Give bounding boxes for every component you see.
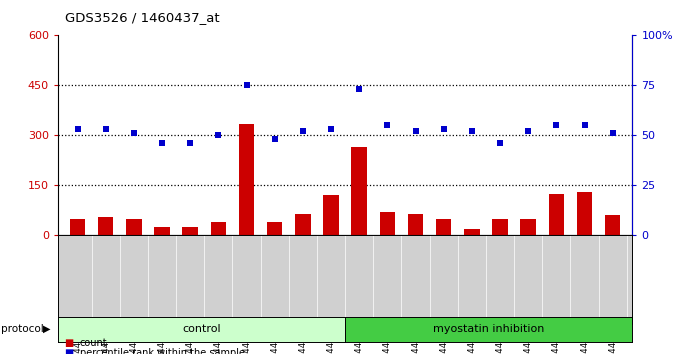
Point <box>72 127 83 132</box>
Point <box>466 129 477 134</box>
Bar <box>211 222 226 235</box>
Point <box>607 131 618 136</box>
Point <box>213 132 224 138</box>
Text: control: control <box>182 324 221 334</box>
Text: ▶: ▶ <box>43 324 50 334</box>
Bar <box>323 195 339 235</box>
Point <box>410 129 421 134</box>
Text: protocol: protocol <box>1 324 44 334</box>
Bar <box>295 214 311 235</box>
Bar <box>549 194 564 235</box>
Point <box>354 87 364 92</box>
Text: count: count <box>80 338 107 348</box>
Point <box>551 122 562 128</box>
Bar <box>464 229 479 235</box>
Point <box>185 141 196 146</box>
Text: myostatin inhibition: myostatin inhibition <box>433 324 545 334</box>
Bar <box>239 124 254 235</box>
Bar <box>126 219 141 235</box>
Bar <box>154 227 170 235</box>
Point <box>129 131 139 136</box>
Bar <box>70 219 85 235</box>
Bar <box>352 147 367 235</box>
Point <box>326 127 337 132</box>
Point <box>438 127 449 132</box>
Point <box>100 127 111 132</box>
Bar <box>577 192 592 235</box>
Bar <box>98 217 114 235</box>
Point <box>241 82 252 88</box>
Bar <box>182 227 198 235</box>
Point <box>579 122 590 128</box>
Point <box>382 122 393 128</box>
Point <box>156 141 167 146</box>
Bar <box>436 219 452 235</box>
Text: GDS3526 / 1460437_at: GDS3526 / 1460437_at <box>65 11 219 24</box>
Bar <box>492 219 508 235</box>
Bar <box>408 214 423 235</box>
Text: ■: ■ <box>65 338 74 348</box>
Point <box>523 129 534 134</box>
Bar <box>605 215 620 235</box>
Text: ■: ■ <box>65 348 74 354</box>
Text: percentile rank within the sample: percentile rank within the sample <box>80 348 245 354</box>
Point <box>297 129 308 134</box>
Point <box>269 137 280 142</box>
Bar <box>379 212 395 235</box>
Bar <box>520 219 536 235</box>
Bar <box>267 222 282 235</box>
Point <box>494 141 505 146</box>
